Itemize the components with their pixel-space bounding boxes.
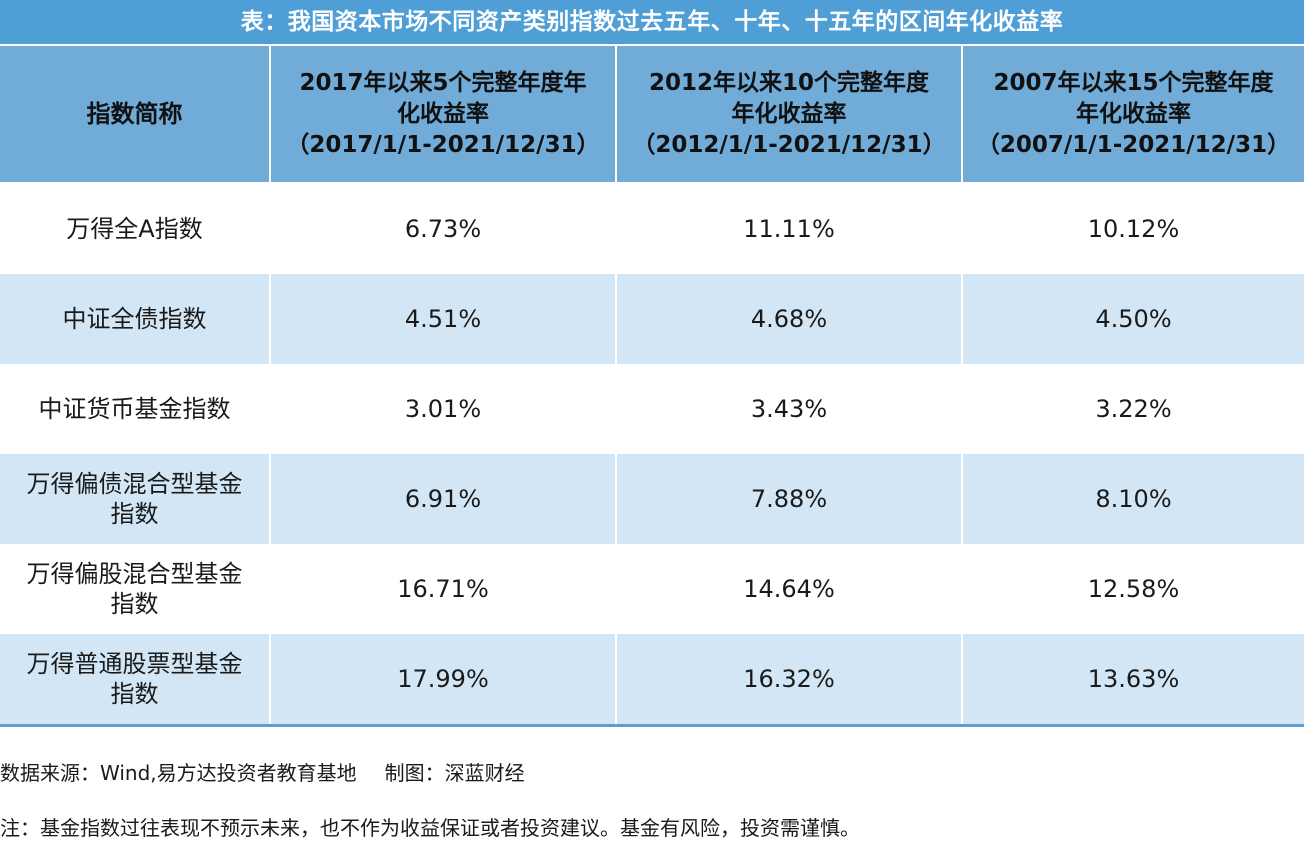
return-5-year-cell: 6.91%: [269, 454, 616, 544]
return-10-year-cell: 11.11%: [615, 183, 962, 274]
index-name: 万得全A指数: [66, 215, 203, 243]
return-5-year-cell: 4.51%: [269, 274, 616, 364]
index-name: 中证货币基金指数: [38, 395, 231, 423]
header-10-year-line: 2012年以来10个完整年度: [648, 69, 930, 96]
header-row: 指数简称 2017年以来5个完整年度年 化收益率 （2017/1/1-2021/…: [0, 46, 1304, 184]
return-15-year-cell: 8.10%: [961, 454, 1304, 544]
index-name-cell: 中证全债指数: [0, 274, 270, 364]
data-source-line: 数据来源：Wind,易方达投资者教育基地 制图：深蓝财经: [0, 757, 1304, 786]
header-5-year: 2017年以来5个完整年度年 化收益率 （2017/1/1-2021/12/31…: [269, 46, 616, 184]
return-15-year-cell: 3.22%: [961, 364, 1304, 454]
header-index-name: 指数简称: [0, 46, 270, 184]
returns-table: 指数简称 2017年以来5个完整年度年 化收益率 （2017/1/1-2021/…: [0, 46, 1304, 727]
return-15-year-cell: 13.63%: [961, 634, 1304, 727]
header-10-year-line: 年化收益率: [731, 100, 847, 127]
index-name-cell: 中证货币基金指数: [0, 364, 270, 454]
index-name-cell: 万得普通股票型基金 指数: [0, 634, 270, 727]
header-15-year: 2007年以来15个完整年度 年化收益率 （2007/1/1-2021/12/3…: [961, 46, 1304, 184]
table-row: 万得偏债混合型基金 指数 6.91% 7.88% 8.10%: [0, 454, 1304, 544]
data-source: 数据来源：Wind,易方达投资者教育基地: [0, 761, 357, 785]
header-15-year-line: 年化收益率: [1076, 100, 1191, 127]
table-row: 中证货币基金指数 3.01% 3.43% 3.22%: [0, 364, 1304, 454]
index-name-cell: 万得偏债混合型基金 指数: [0, 454, 270, 544]
return-10-year-cell: 16.32%: [615, 634, 962, 727]
return-5-year-cell: 6.73%: [269, 183, 616, 274]
return-10-year-cell: 7.88%: [615, 454, 962, 544]
table-row: 中证全债指数 4.51% 4.68% 4.50%: [0, 274, 1304, 364]
return-5-year-cell: 16.71%: [269, 544, 616, 634]
header-5-year-line: （2017/1/1-2021/12/31）: [286, 131, 600, 158]
index-name-cell: 万得偏股混合型基金 指数: [0, 544, 270, 634]
header-15-year-line: （2007/1/1-2021/12/31）: [976, 131, 1291, 158]
return-10-year-cell: 14.64%: [615, 544, 962, 634]
index-name: 中证全债指数: [62, 305, 207, 333]
return-5-year-cell: 17.99%: [269, 634, 616, 727]
chart-maker: 制图：深蓝财经: [384, 761, 525, 785]
header-5-year-line: 2017年以来5个完整年度年: [299, 69, 587, 96]
disclaimer-note: 注：基金指数过往表现不预示未来，也不作为收益保证或者投资建议。基金有风险，投资需…: [0, 816, 860, 840]
table-row: 万得偏股混合型基金 指数 16.71% 14.64% 12.58%: [0, 544, 1304, 634]
return-15-year-cell: 12.58%: [961, 544, 1304, 634]
index-name-line: 指数: [110, 680, 159, 708]
header-15-year-line: 2007年以来15个完整年度: [993, 69, 1274, 96]
return-10-year-cell: 4.68%: [615, 274, 962, 364]
index-name-line: 万得偏股混合型基金: [26, 560, 243, 588]
index-name-line: 万得普通股票型基金: [26, 650, 243, 678]
header-10-year: 2012年以来10个完整年度 年化收益率 （2012/1/1-2021/12/3…: [615, 46, 962, 184]
index-name-line: 指数: [110, 500, 159, 528]
table-title: 表：我国资本市场不同资产类别指数过去五年、十年、十五年的区间年化收益率: [0, 0, 1304, 44]
return-15-year-cell: 10.12%: [961, 183, 1304, 274]
table-row: 万得全A指数 6.73% 11.11% 10.12%: [0, 183, 1304, 274]
return-5-year-cell: 3.01%: [269, 364, 616, 454]
return-10-year-cell: 3.43%: [615, 364, 962, 454]
index-name-line: 万得偏债混合型基金: [26, 470, 243, 498]
return-15-year-cell: 4.50%: [961, 274, 1304, 364]
table-row: 万得普通股票型基金 指数 17.99% 16.32% 13.63%: [0, 634, 1304, 727]
header-5-year-line: 化收益率: [397, 100, 489, 127]
header-10-year-line: （2012/1/1-2021/12/31）: [632, 131, 946, 158]
index-name-cell: 万得全A指数: [0, 183, 270, 274]
index-name-line: 指数: [110, 590, 159, 618]
